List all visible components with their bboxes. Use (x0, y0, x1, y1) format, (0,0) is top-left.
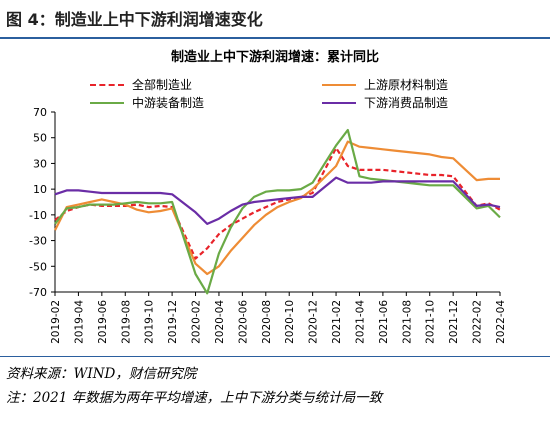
series-line-3 (54, 128, 501, 295)
legend-swatch (90, 102, 124, 104)
x-tick-label: 2021-04 (354, 300, 366, 344)
x-tick-label: 2019-08 (120, 300, 132, 344)
figure-notes: 资料来源：WIND，财信研究院 注：2021 年数据为两年平均增速，上中下游分类… (6, 362, 382, 410)
x-tick-label: 2021-10 (425, 300, 437, 344)
x-tick-label: 2019-06 (97, 300, 109, 344)
legend-label: 下游消费品制造 (364, 96, 449, 110)
x-tick-label: 2019-04 (73, 300, 85, 344)
x-tick-label: 2020-12 (308, 300, 320, 344)
x-tick-label: 2021-06 (378, 300, 390, 344)
x-tick-label: 2020-08 (261, 300, 273, 344)
x-tick-label: 2020-06 (237, 300, 249, 344)
x-tick-label: 2022-04 (495, 300, 507, 344)
x-tick-label: 2020-10 (284, 300, 296, 344)
bottom-rule (0, 356, 550, 357)
x-tick-label: 2022-02 (472, 300, 484, 344)
x-tick-label: 2020-04 (214, 300, 226, 344)
figure-title: 图 4：制造业上中下游利润增速变化 (6, 10, 263, 29)
x-tick-label: 2021-02 (331, 300, 343, 344)
x-tick-label: 2020-02 (191, 300, 203, 344)
chart-title: 制造业上中下游利润增速：累计同比 (171, 49, 379, 65)
legend-swatch (90, 84, 124, 86)
x-tick-label: 2021-12 (448, 300, 460, 344)
y-tick-label: -10 (29, 209, 47, 222)
x-tick-label: 2019-10 (144, 300, 156, 344)
series-line-4 (54, 176, 501, 225)
y-tick-label: 50 (33, 132, 47, 145)
legend-swatch (322, 84, 356, 86)
y-tick-label: -30 (29, 235, 47, 248)
y-tick-label: 30 (33, 157, 47, 170)
y-tick-label: -70 (29, 286, 47, 299)
series-line-2 (54, 140, 500, 276)
legend-label: 中游装备制造 (132, 96, 205, 110)
legend-swatch (322, 102, 356, 104)
note-text: 注：2021 年数据为两年平均增速，上中下游分类与统计局一致 (6, 390, 383, 406)
x-tick-label: 2021-08 (401, 300, 413, 344)
series-line-1 (54, 146, 501, 260)
x-tick-label: 2019-12 (167, 300, 179, 344)
y-tick-label: 70 (33, 106, 47, 119)
legend-label: 全部制造业 (132, 78, 193, 92)
legend-label: 上游原材料制造 (364, 78, 449, 92)
y-tick-label: 10 (33, 183, 47, 196)
line-chart: 制造业上中下游利润增速：累计同比 70503010-10-30-50-70201… (29, 49, 507, 344)
source-text: 资料来源：WIND，财信研究院 (6, 366, 197, 382)
top-rule (0, 37, 550, 39)
x-tick-label: 2019-02 (50, 300, 62, 344)
y-tick-label: -50 (29, 260, 47, 273)
